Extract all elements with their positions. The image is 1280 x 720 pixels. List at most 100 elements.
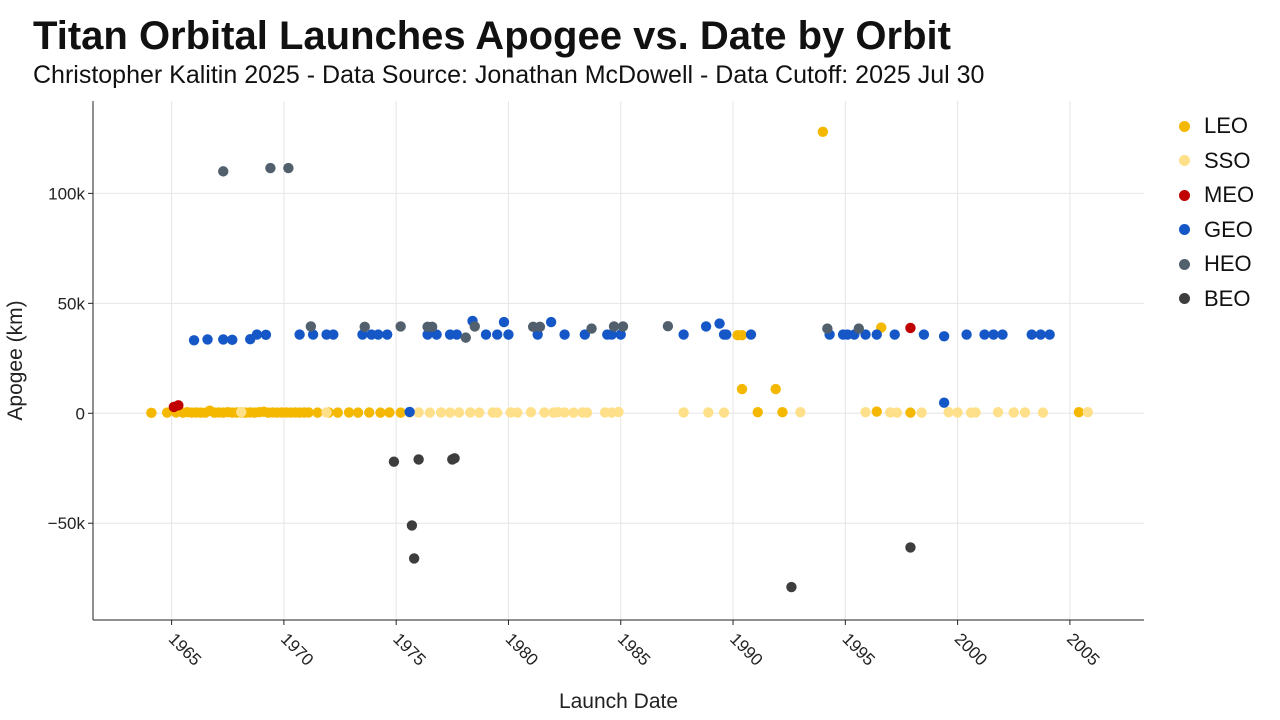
data-point-sso <box>568 407 579 418</box>
data-point-geo <box>1035 329 1046 340</box>
data-point-geo <box>997 329 1008 340</box>
chart-title: Titan Orbital Launches Apogee vs. Date b… <box>33 14 951 58</box>
legend-marker <box>1179 189 1190 201</box>
data-point-sso <box>1019 407 1031 418</box>
legend: LEO SSO MEO GEO HEO BEO <box>1176 109 1254 316</box>
data-point-heo <box>359 321 370 333</box>
data-point-sso <box>512 407 523 418</box>
data-point-sso <box>525 406 537 418</box>
x-tick-label: 1970 <box>277 629 317 669</box>
legend-label: HEO <box>1204 251 1252 277</box>
data-point-leo <box>905 407 916 418</box>
data-point-geo <box>559 329 570 340</box>
data-point-sso <box>465 407 476 418</box>
data-point-leo <box>1073 406 1085 418</box>
data-point-sso <box>916 407 927 418</box>
data-point-geo <box>498 316 510 328</box>
legend-item-meo: MEO <box>1176 178 1254 213</box>
x-tick-label: 1995 <box>838 629 878 669</box>
data-point-geo <box>227 334 238 346</box>
legend-label: GEO <box>1204 216 1253 242</box>
data-point-geo <box>381 329 393 340</box>
data-point-sso <box>413 407 424 418</box>
data-point-sso <box>678 407 689 418</box>
data-point-geo <box>1044 329 1055 340</box>
data-point-geo <box>721 329 732 340</box>
data-point-sso <box>613 406 624 418</box>
data-point-heo <box>395 321 406 332</box>
data-point-geo <box>373 329 384 340</box>
data-point-geo <box>451 329 463 340</box>
x-tick-label: 1975 <box>389 629 429 669</box>
x-tick-label: 2000 <box>951 629 991 669</box>
data-point-geo <box>251 329 263 340</box>
data-point-leo <box>736 383 748 395</box>
data-point-geo <box>938 331 950 342</box>
legend-item-geo: GEO <box>1176 213 1254 248</box>
data-point-geo <box>678 329 689 340</box>
data-point-geo <box>918 329 930 340</box>
data-point-geo <box>404 406 415 418</box>
legend-marker <box>1179 293 1190 305</box>
data-point-sso <box>424 407 436 418</box>
data-point-heo <box>469 321 480 332</box>
data-point-geo <box>328 329 339 340</box>
data-point-leo <box>332 407 343 418</box>
data-point-heo <box>853 323 864 334</box>
legend-marker <box>1179 155 1190 167</box>
data-point-beo <box>388 456 400 467</box>
data-point-sso <box>559 407 570 418</box>
data-point-geo <box>714 318 725 329</box>
data-point-beo <box>408 553 420 564</box>
data-point-sso <box>943 406 954 418</box>
data-point-sso <box>718 407 730 418</box>
data-point-beo <box>449 453 460 464</box>
legend-item-sso: SSO <box>1176 144 1254 179</box>
data-point-sso <box>453 407 465 418</box>
data-point-beo <box>905 542 916 553</box>
data-point-geo <box>545 316 557 328</box>
data-point-leo <box>303 407 314 418</box>
data-point-leo <box>871 406 882 417</box>
legend-marker <box>1179 258 1190 270</box>
data-point-geo <box>961 329 972 340</box>
x-tick-label: 1985 <box>614 629 654 669</box>
data-point-geo <box>260 329 272 340</box>
data-point-geo <box>480 329 492 340</box>
data-point-geo <box>889 329 900 340</box>
legend-item-beo: BEO <box>1176 282 1254 317</box>
data-point-sso <box>1082 406 1094 418</box>
legend-label: BEO <box>1204 285 1251 311</box>
legend-marker <box>1179 120 1190 132</box>
data-point-leo <box>395 407 406 418</box>
data-point-heo <box>662 320 674 332</box>
data-point-geo <box>202 334 213 345</box>
data-point-beo <box>406 520 418 531</box>
data-point-geo <box>871 329 882 340</box>
data-point-leo <box>343 407 355 418</box>
y-tick-label: 0 <box>76 404 85 423</box>
data-point-heo <box>586 323 597 334</box>
data-point-geo <box>188 335 200 346</box>
data-point-leo <box>312 407 323 418</box>
legend-item-heo: HEO <box>1176 247 1254 282</box>
data-point-sso <box>703 407 714 418</box>
data-point-sso <box>581 407 593 418</box>
data-point-leo <box>364 407 375 418</box>
data-point-heo <box>608 321 620 332</box>
data-point-leo <box>352 407 364 418</box>
data-point-geo <box>492 329 503 340</box>
data-point-heo <box>426 321 438 333</box>
legend-marker <box>1179 224 1190 236</box>
data-point-leo <box>752 406 763 418</box>
data-point-leo <box>384 407 395 418</box>
data-point-leo <box>777 406 788 418</box>
data-point-leo <box>736 330 748 341</box>
data-point-geo <box>606 329 617 340</box>
data-point-geo <box>860 329 871 340</box>
data-point-heo <box>265 162 276 174</box>
data-point-geo <box>615 329 626 340</box>
x-tick-label: 2005 <box>1063 629 1103 669</box>
y-tick-label: 50k <box>58 294 86 313</box>
